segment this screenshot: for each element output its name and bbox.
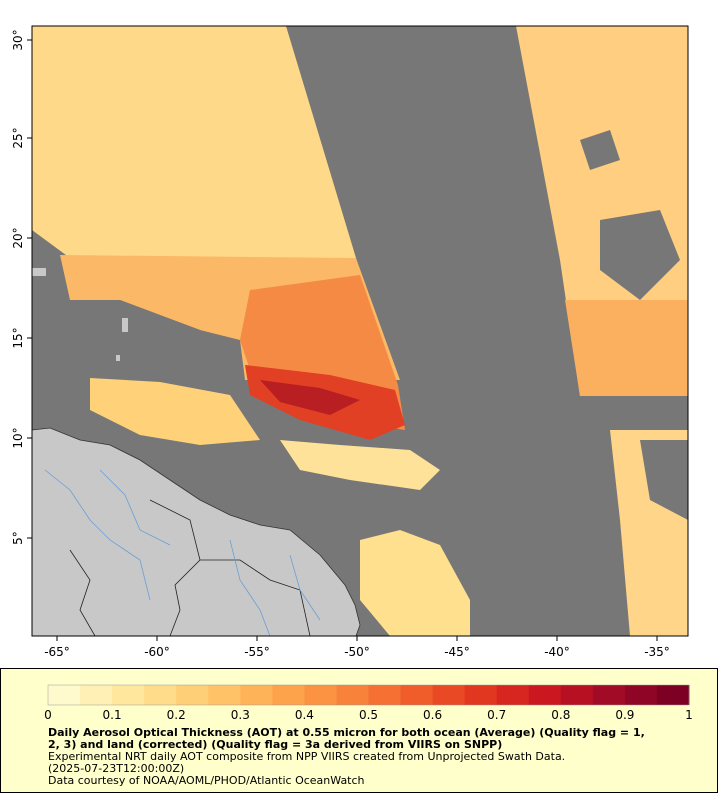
colorbar-tick-label: 0.8 bbox=[551, 708, 570, 722]
colorbar-tick-label: 0.7 bbox=[487, 708, 506, 722]
colorbar-tick-label: 0.3 bbox=[231, 708, 250, 722]
colorbar-swatch bbox=[496, 685, 530, 705]
lon-tick-label: -50° bbox=[344, 645, 370, 659]
caption-line4: (2025-07-23T12:00:00Z) bbox=[48, 762, 185, 775]
colorbar-swatch bbox=[528, 685, 562, 705]
colorbar-swatch bbox=[432, 685, 466, 705]
longitude-axis: -65° -60° -55° -50° -45° -40° -35° bbox=[44, 636, 670, 659]
colorbar-swatch bbox=[336, 685, 369, 705]
island-1 bbox=[32, 268, 46, 276]
colorbar-swatch bbox=[400, 685, 434, 705]
country-border-3 bbox=[200, 559, 311, 637]
colorbar-swatch bbox=[176, 685, 209, 705]
river-4 bbox=[289, 554, 321, 621]
legend-panel: 0 0.1 0.2 0.3 0.4 0.5 0.6 0.7 0.8 0.9 1 Daily Aero… bbox=[0, 668, 718, 793]
east-gap-3 bbox=[640, 440, 688, 520]
lat-tick-label: 30° bbox=[11, 29, 25, 50]
colorbar-tick-label: 0 bbox=[44, 708, 52, 722]
lon-tick-label: -55° bbox=[244, 645, 270, 659]
caption-line3: Experimental NRT daily AOT composite fro… bbox=[48, 750, 566, 763]
aot-map: -65° -60° -55° -50° -45° -40° -35° 30° 25° 20° 15… bbox=[11, 25, 689, 659]
lat-tick-label: 25° bbox=[11, 127, 25, 148]
colorbar-swatch bbox=[240, 685, 273, 705]
south-america-land bbox=[31, 427, 361, 637]
lat-tick-label: 15° bbox=[11, 327, 25, 348]
colorbar-tick-label: 0.6 bbox=[423, 708, 442, 722]
colorbar-swatch bbox=[304, 685, 337, 705]
aot-swath-west-max bbox=[260, 380, 360, 415]
colorbar-swatch bbox=[48, 685, 81, 705]
colorbar-swatch bbox=[208, 685, 241, 705]
east-gap-2 bbox=[600, 210, 680, 300]
colorbar-tick-label: 1 bbox=[685, 708, 693, 722]
latitude-axis: 30° 25° 20° 15° 10° 5° bbox=[11, 29, 32, 545]
colorbar-tick-label: 0.2 bbox=[167, 708, 186, 722]
river-1 bbox=[44, 469, 151, 601]
caption-title: Daily Aerosol Optical Thickness (AOT) at… bbox=[48, 727, 688, 751]
colorbar-swatch bbox=[656, 685, 690, 705]
lon-tick-label: -40° bbox=[544, 645, 570, 659]
caption-title-line1: Daily Aerosol Optical Thickness (AOT) at… bbox=[48, 726, 645, 739]
plot-frame bbox=[31, 25, 689, 637]
colorbar-tick-label: 0.5 bbox=[359, 708, 378, 722]
colorbar-swatch bbox=[368, 685, 402, 705]
colorbar-swatch bbox=[560, 685, 594, 705]
colorbar-swatch bbox=[624, 685, 658, 705]
country-border-2 bbox=[149, 499, 201, 637]
country-border-1 bbox=[69, 549, 96, 637]
aot-south-patch-2 bbox=[360, 530, 470, 636]
aot-south-patch-3 bbox=[280, 440, 440, 490]
colorbar-frame bbox=[47, 684, 690, 706]
colorbar-tick-label: 0.9 bbox=[615, 708, 634, 722]
aot-south-patch-1 bbox=[90, 378, 260, 445]
colorbar-swatch bbox=[80, 685, 113, 705]
colorbar-swatch bbox=[272, 685, 305, 705]
colorbar-swatch bbox=[144, 685, 177, 705]
caption-line5: Data courtesy of NOAA/AOML/PHOD/Atlantic… bbox=[48, 774, 365, 787]
lon-tick-label: -65° bbox=[44, 645, 70, 659]
colorbar-tick-label: 0.4 bbox=[295, 708, 314, 722]
colorbar: 0 0.1 0.2 0.3 0.4 0.5 0.6 0.7 0.8 0.9 1 bbox=[44, 684, 693, 722]
lat-tick-label: 5° bbox=[11, 531, 25, 545]
colorbar-swatch bbox=[592, 685, 626, 705]
aot-swath-east-band bbox=[565, 300, 688, 396]
caribbean-gap bbox=[70, 300, 245, 380]
lon-tick-label: -35° bbox=[644, 645, 670, 659]
island-3 bbox=[116, 355, 120, 361]
island-2 bbox=[122, 318, 128, 332]
lon-tick-label: -45° bbox=[444, 645, 470, 659]
lat-tick-label: 20° bbox=[11, 227, 25, 248]
colorbar-tick-label: 0.1 bbox=[103, 708, 122, 722]
caption-title-line2: 2, 3) and land (corrected) (Quality flag… bbox=[48, 738, 503, 751]
colorbar-swatch bbox=[112, 685, 145, 705]
lat-tick-label: 10° bbox=[11, 427, 25, 448]
aot-swath-west-north bbox=[32, 26, 356, 258]
lon-tick-label: -60° bbox=[144, 645, 170, 659]
river-3 bbox=[229, 539, 271, 637]
colorbar-swatch bbox=[464, 685, 498, 705]
east-gap-1 bbox=[580, 130, 620, 170]
river-2 bbox=[99, 469, 171, 546]
